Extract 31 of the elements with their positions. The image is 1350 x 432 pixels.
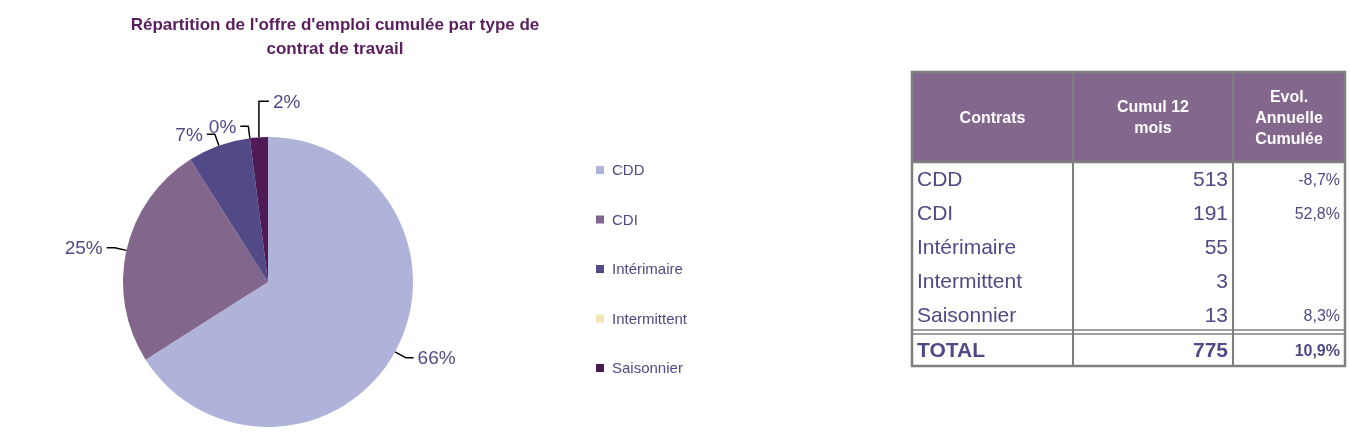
legend-label: Intérimaire — [612, 260, 683, 278]
data-label: 8,3% — [1303, 306, 1340, 324]
data-label: 55 — [1204, 235, 1228, 259]
data-label: 191 — [1192, 201, 1228, 225]
data-label: 10,9% — [1294, 341, 1340, 359]
data-label: 52,8% — [1294, 204, 1340, 222]
data-label: 7% — [175, 123, 203, 145]
text: Evol. Annuelle Cumulée — [1255, 87, 1323, 147]
text: Cumul 12 mois — [1116, 98, 1190, 137]
data-label: 775 — [1192, 338, 1229, 362]
data-label: 513 — [1192, 167, 1228, 191]
category-label: CDD — [917, 167, 963, 191]
data-label: 66% — [417, 347, 456, 369]
legend-label: Intermittent — [612, 309, 688, 327]
category-label: CDI — [917, 201, 954, 225]
category-label: Intérimaire — [917, 235, 1017, 259]
data-label: 3 — [1216, 269, 1228, 293]
category-label: Intermittent — [917, 269, 1023, 293]
text: 0% — [208, 115, 237, 137]
data-label: 2% — [272, 90, 301, 112]
text: Contrats — [959, 108, 1026, 126]
pie-slice — [123, 159, 268, 360]
legend-label: CDD — [612, 161, 645, 179]
data-label: -8,7% — [1298, 170, 1340, 188]
legend-label: CDI — [612, 210, 638, 228]
legend-label: Saisonnier — [612, 359, 683, 377]
data-label: 13 — [1204, 303, 1228, 327]
data-label: 25% — [64, 237, 103, 259]
chart-title: Répartition de l'offre d'emploi cumulée par type de contrat de travail — [130, 15, 540, 58]
category-label: TOTAL — [917, 338, 986, 362]
category-label: Saisonnier — [917, 303, 1017, 327]
